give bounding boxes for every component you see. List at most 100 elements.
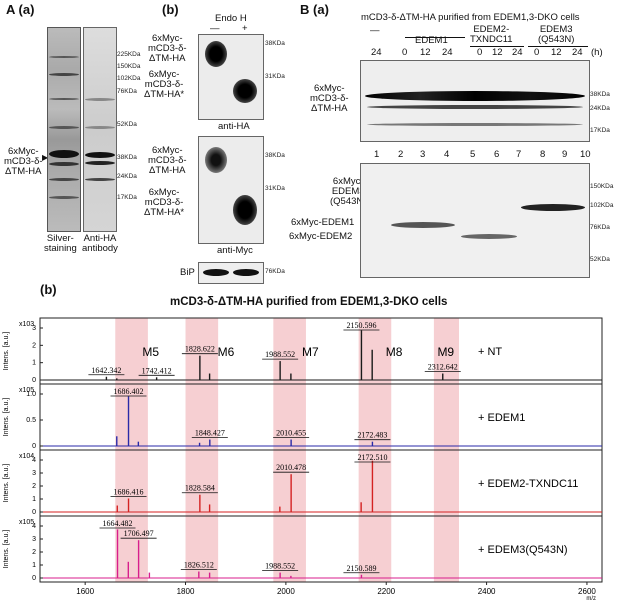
ba-lane-7: 7	[516, 149, 522, 160]
ab-label-star-1: 6xMyc- mCD3-δ- ΔTM-HA*	[144, 69, 185, 100]
ytick-4-1: 3	[32, 536, 36, 543]
peak-label-2-1: 1848.427	[195, 429, 225, 438]
ba-marker-24: 24KDa	[590, 105, 610, 112]
marker-17: 17KDa	[117, 194, 137, 201]
ylabel-2: Intens. [a.u.]	[3, 398, 10, 437]
treatment-label-4: + EDEM3(Q543N)	[478, 544, 568, 556]
marker-24: 24KDa	[117, 173, 137, 180]
ytick-3-2: 2	[32, 483, 36, 490]
ba-group-edem3: EDEM3 (Q543N)	[538, 24, 575, 45]
anti-myc-label: anti-Myc	[217, 245, 253, 256]
ba-time-5: 0	[477, 47, 483, 58]
panel-label-B: B (a)	[300, 2, 329, 17]
ylabel-3: Intens. [a.u.]	[3, 464, 10, 503]
treatment-label-3: + EDEM2-TXNDC11	[478, 478, 578, 490]
arrow-icon: ▶	[42, 153, 49, 162]
anti-ha-endoh-blot	[198, 34, 264, 120]
peak-label-2-3: 2172.483	[357, 431, 387, 440]
ytick-4-0: 4	[32, 523, 36, 530]
anti-ha-blot	[83, 27, 117, 232]
ba-top-blot	[360, 60, 590, 142]
peak-label-1-2: 1828.622	[185, 345, 215, 354]
ytick-3-3: 1	[32, 496, 36, 503]
ba-lane-1: 1	[374, 149, 380, 160]
endoh-minus: —	[210, 23, 220, 34]
ba-lane-3: 3	[420, 149, 426, 160]
ytick-1-0: 3	[32, 325, 36, 332]
panel-label-A: A (a)	[6, 2, 35, 17]
ba-hours-label: (h)	[591, 47, 603, 58]
ylabel-1: Intens. [a.u.]	[3, 332, 10, 371]
peak-label-1-0: 1642.342	[91, 366, 121, 375]
peak-label-3-3: 2172.510	[357, 453, 387, 462]
ab-marker-31-2: 31KDa	[265, 185, 285, 192]
peak-label-1-5: 2312.642	[428, 363, 458, 372]
panel-label-Bb: (b)	[40, 282, 57, 297]
ba-lane-8: 8	[540, 149, 546, 160]
endoh-label: Endo H	[215, 13, 247, 24]
peak-label-4-2: 1826.512	[184, 561, 214, 570]
peak-label-4-0: 1664.482	[103, 519, 133, 528]
ytick-2-2: 0	[32, 443, 36, 450]
treatment-label-1: + NT	[478, 346, 502, 358]
bip-label: BiP	[180, 267, 195, 278]
ab-marker-31-1: 31KDa	[265, 73, 285, 80]
mannose-label-M9: M9	[437, 345, 454, 359]
ba-label-top: 6xMyc- mCD3-δ- ΔTM-HA	[310, 83, 349, 114]
ba-time-1: 24	[371, 47, 382, 58]
ytick-3-1: 3	[32, 470, 36, 477]
ba-lane-10: 10	[580, 149, 591, 160]
bb-title: mCD3-δ-ΔTM-HA purified from EDEM1,3-DKO …	[170, 296, 448, 308]
peak-label-1-4: 2150.596	[346, 321, 376, 330]
mannose-label-M7: M7	[302, 345, 319, 359]
marker-52: 52KDa	[117, 121, 137, 128]
peak-label-3-0: 1686.416	[114, 488, 144, 497]
ytick-4-4: 0	[32, 575, 36, 582]
xtick-2: 2000	[277, 587, 295, 596]
marker-76: 76KDa	[117, 88, 137, 95]
ba-time-9: 12	[551, 47, 562, 58]
lane-anti-ha-label: Anti-HA antibody	[82, 233, 118, 254]
ytick-4-2: 2	[32, 549, 36, 556]
peak-label-2-2: 2010.455	[276, 429, 306, 438]
panel-label-Ab: (b)	[162, 2, 179, 17]
treatment-label-2: + EDEM1	[478, 412, 525, 424]
yexp-1: x103	[19, 321, 34, 328]
yexp-4: x105	[19, 519, 34, 526]
ba-time-3: 12	[420, 47, 431, 58]
yexp-2: x105	[19, 387, 34, 394]
marker-150: 150KDa	[117, 63, 141, 70]
ba-label-edem3: 6xMyc- EDEM3 (Q543N)	[330, 176, 367, 207]
ba-group-edem2: EDEM2- TXNDC11	[470, 24, 513, 45]
ba-marker-38: 38KDa	[590, 91, 610, 98]
ytick-2-0: 1.0	[26, 391, 36, 398]
panelAa-target-label: 6xMyc- mCD3-δ- ΔTM-HA	[4, 146, 43, 177]
ba-group-none: —	[370, 25, 380, 36]
ba-lane-9: 9	[562, 149, 568, 160]
xtick-1: 1800	[177, 587, 195, 596]
marker-225: 225KDa	[117, 51, 141, 58]
ba-time-10: 24	[572, 47, 583, 58]
silver-stain-blot	[47, 27, 81, 232]
peak-label-1-1: 1742.412	[142, 366, 172, 375]
ab-label-star-2: 6xMyc- mCD3-δ- ΔTM-HA*	[144, 187, 185, 218]
ab-label-top-2: 6xMyc- mCD3-δ- ΔTM-HA	[148, 145, 187, 176]
ba-lane-5: 5	[470, 149, 476, 160]
yexp-3: x104	[19, 453, 34, 460]
ba-bottom-blot	[360, 163, 590, 278]
ba-lane-4: 4	[444, 149, 450, 160]
ytick-1-3: 0	[32, 377, 36, 384]
anti-ha-label: anti-HA	[218, 121, 250, 132]
peak-label-4-4: 2150.589	[346, 564, 376, 573]
ba-label-edem2: 6xMyc-EDEM2	[289, 231, 353, 242]
peak-label-4-3: 1988.552	[265, 562, 295, 571]
mannose-label-M5: M5	[142, 345, 159, 359]
peak-label-1-3: 1988.552	[265, 350, 295, 359]
ba-time-4: 24	[442, 47, 453, 58]
ba-time-8: 0	[534, 47, 540, 58]
ytick-4-3: 1	[32, 562, 36, 569]
ba-lane-2: 2	[398, 149, 404, 160]
peak-label-3-2: 2010.478	[276, 463, 306, 472]
bip-blot	[198, 262, 264, 284]
